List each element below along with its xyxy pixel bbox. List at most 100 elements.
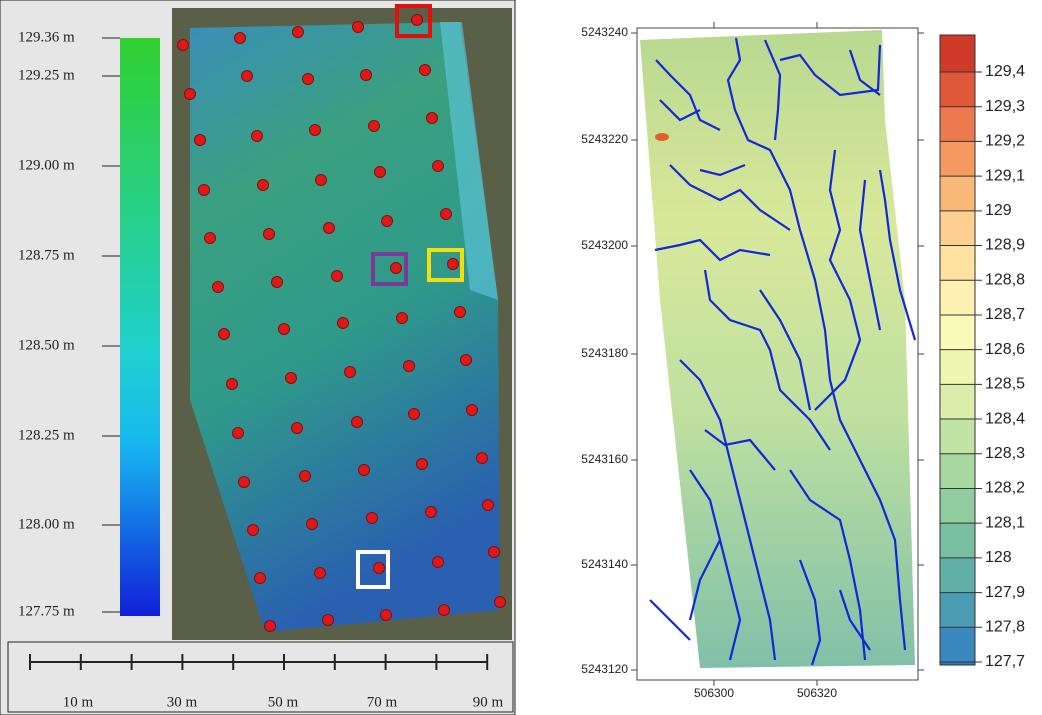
colorbar-band bbox=[940, 454, 975, 489]
colorbar-band bbox=[940, 176, 975, 211]
colorbar-band bbox=[940, 35, 975, 72]
colorbar-label: 127,7 bbox=[985, 653, 1025, 670]
gcp-point bbox=[323, 615, 334, 626]
colorbar-band bbox=[940, 141, 975, 176]
left-panel bbox=[0, 0, 515, 715]
scale-label: 90 m bbox=[473, 694, 504, 710]
gcp-point bbox=[367, 513, 378, 524]
gcp-point bbox=[219, 329, 230, 340]
gcp-point bbox=[300, 471, 311, 482]
gcp-point bbox=[417, 459, 428, 470]
gcp-point bbox=[461, 355, 472, 366]
colorbar-band bbox=[940, 488, 975, 523]
colorbar-label: 128,7 bbox=[985, 306, 1025, 323]
colorbar-band bbox=[940, 246, 975, 281]
gcp-point bbox=[361, 70, 372, 81]
gcp-point bbox=[495, 597, 506, 608]
right-panel bbox=[637, 28, 982, 680]
scale-label: 10 m bbox=[63, 694, 94, 710]
colorbar-band bbox=[940, 211, 975, 246]
gcp-point bbox=[272, 277, 283, 288]
colorbar-band bbox=[940, 384, 975, 419]
scale-label: 70 m bbox=[367, 694, 398, 710]
legend-label: 129.00 m bbox=[18, 157, 75, 173]
legend-label: 129.36 m bbox=[18, 29, 75, 45]
colorbar-label: 128,8 bbox=[985, 271, 1025, 288]
colorbar-label: 129,1 bbox=[985, 167, 1025, 184]
colorbar-band bbox=[940, 627, 975, 662]
gcp-point bbox=[252, 131, 263, 142]
y-tick-label: 5243140 bbox=[581, 557, 628, 571]
gcp-point bbox=[338, 318, 349, 329]
gcp-point bbox=[426, 507, 437, 518]
colorbar-label: 129,4 bbox=[985, 63, 1025, 80]
gcp-point bbox=[433, 161, 444, 172]
legend-label: 127.75 m bbox=[18, 603, 75, 619]
gcp-point bbox=[264, 229, 275, 240]
gcp-point bbox=[324, 223, 335, 234]
gcp-point bbox=[213, 282, 224, 293]
gcp-point bbox=[382, 216, 393, 227]
gcp-point bbox=[315, 568, 326, 579]
colorbar-band bbox=[940, 523, 975, 558]
gcp-point bbox=[242, 71, 253, 82]
gcp-point bbox=[227, 379, 238, 390]
scale-label: 30 m bbox=[167, 694, 198, 710]
gcp-point bbox=[489, 547, 500, 558]
colorbar-label: 128,4 bbox=[985, 410, 1025, 427]
y-tick-label: 5243220 bbox=[581, 132, 628, 146]
gcp-point bbox=[404, 361, 415, 372]
colorbar-label: 128 bbox=[985, 549, 1012, 566]
colorbar-label: 129,2 bbox=[985, 133, 1025, 150]
legend-label: 128.00 m bbox=[18, 516, 75, 532]
gcp-point bbox=[235, 33, 246, 44]
legend-label: 128.75 m bbox=[18, 247, 75, 263]
gcp-point bbox=[352, 417, 363, 428]
colorbar-label: 128,9 bbox=[985, 237, 1025, 254]
gcp-point bbox=[265, 621, 276, 632]
colorbar-label: 128,6 bbox=[985, 341, 1025, 358]
colorbar bbox=[940, 35, 982, 665]
legend-label: 128.25 m bbox=[18, 427, 75, 443]
gcp-point bbox=[381, 610, 392, 621]
gcp-point bbox=[293, 27, 304, 38]
colorbar-band bbox=[940, 558, 975, 593]
colorbar-band bbox=[940, 419, 975, 454]
elevation-colorbar bbox=[120, 38, 160, 616]
colorbar-label: 128,2 bbox=[985, 480, 1025, 497]
colorbar-label: 127,8 bbox=[985, 619, 1025, 636]
colorbar-label: 128,3 bbox=[985, 445, 1025, 462]
gcp-point bbox=[310, 125, 321, 136]
gcp-point bbox=[455, 307, 466, 318]
gcp-point bbox=[467, 405, 478, 416]
gcp-point bbox=[239, 477, 250, 488]
colorbar-band bbox=[940, 593, 975, 628]
x-tick-label: 506300 bbox=[694, 686, 734, 700]
high-spot bbox=[655, 133, 669, 141]
gcp-point bbox=[195, 135, 206, 146]
gcp-point bbox=[391, 263, 402, 274]
gcp-point bbox=[178, 40, 189, 51]
colorbar-band bbox=[940, 72, 975, 107]
gcp-point bbox=[345, 367, 356, 378]
gcp-point bbox=[483, 500, 494, 511]
colorbar-label: 127,9 bbox=[985, 584, 1025, 601]
gcp-point bbox=[409, 409, 420, 420]
gcp-point bbox=[374, 563, 385, 574]
colorbar-band bbox=[940, 350, 975, 385]
gcp-point bbox=[397, 313, 408, 324]
colorbar-label: 128,5 bbox=[985, 376, 1025, 393]
colorbar-label: 129 bbox=[985, 202, 1012, 219]
x-tick-label: 506320 bbox=[797, 686, 837, 700]
gcp-point bbox=[233, 428, 244, 439]
gcp-point bbox=[439, 605, 450, 616]
gcp-point bbox=[412, 15, 423, 26]
gcp-point bbox=[248, 525, 259, 536]
figure: 129.36 m129.25 m129.00 m128.75 m128.50 m… bbox=[0, 0, 1042, 715]
gcp-point bbox=[427, 113, 438, 124]
colorbar-band bbox=[940, 315, 975, 350]
gcp-point bbox=[279, 324, 290, 335]
y-tick-label: 5243160 bbox=[581, 452, 628, 466]
gcp-point bbox=[448, 259, 459, 270]
legend-label: 129.25 m bbox=[18, 67, 75, 83]
